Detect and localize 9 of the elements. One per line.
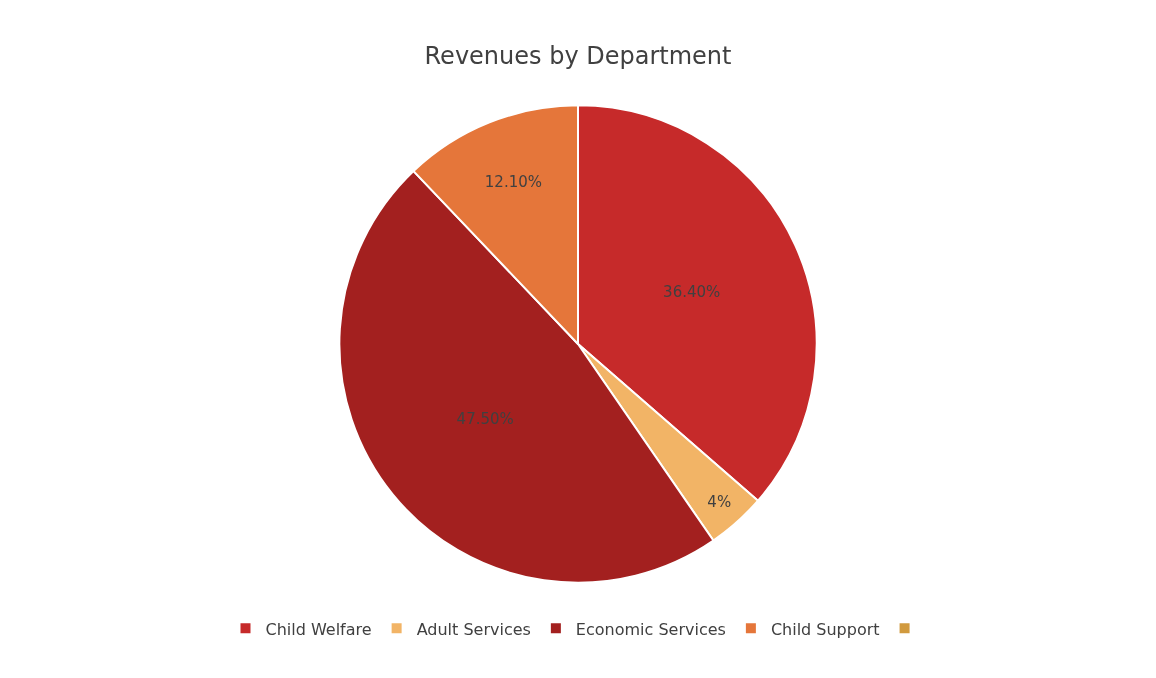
legend-label: Child Support (770, 619, 880, 639)
legend-label: Adult Services (416, 619, 531, 639)
legend-label: Economic Services (575, 619, 726, 639)
data-label: 47.50% (456, 410, 514, 429)
data-label: 12.10% (484, 173, 543, 192)
legend-label: Child Welfare (265, 619, 372, 639)
data-label: 4% (707, 493, 732, 512)
chart-title: Revenues by Department (424, 42, 732, 71)
data-label: 36.40% (663, 283, 721, 302)
